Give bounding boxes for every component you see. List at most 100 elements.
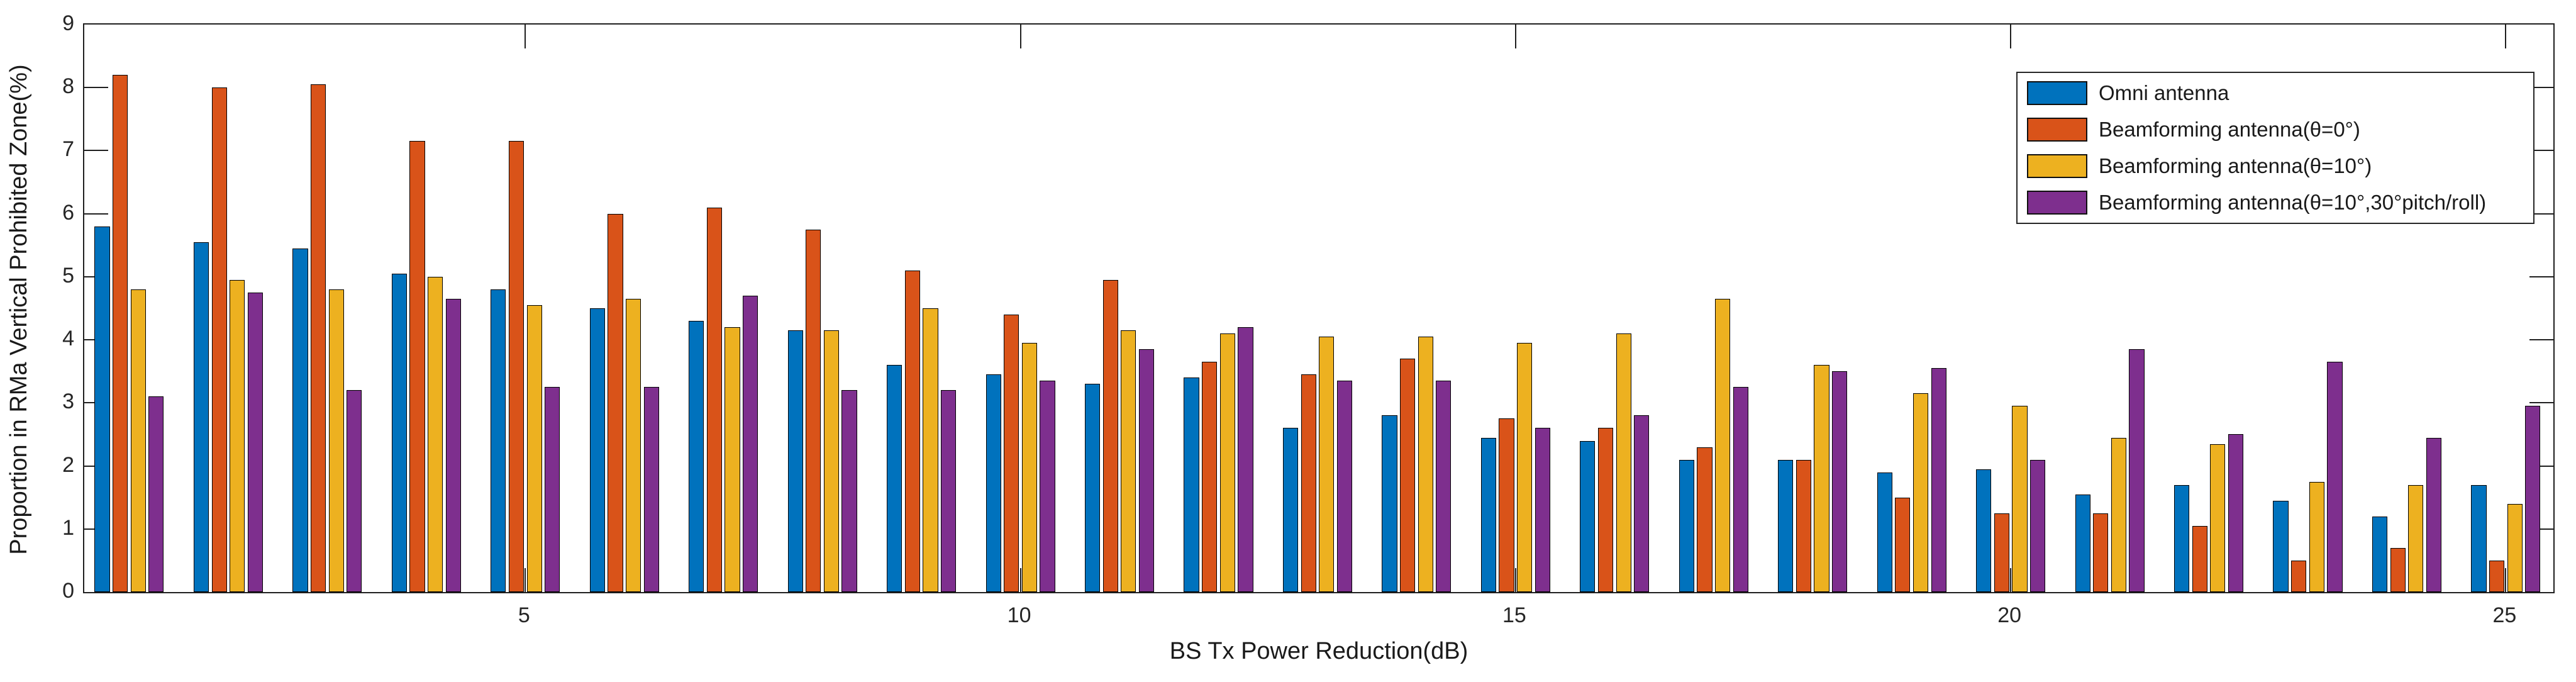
bar-s2-x22 [2192, 525, 2207, 592]
bar-s4-x24 [2426, 437, 2441, 592]
y-tick-label: 5 [62, 263, 74, 288]
bar-s4-x15 [1535, 428, 1550, 592]
legend-label: Beamforming antenna(θ=10°,30°pitch/roll) [2099, 191, 2487, 214]
x-tick-mark-top [1515, 25, 1516, 48]
bar-s3-x3 [328, 289, 344, 592]
bar-s4-x25 [2525, 406, 2541, 592]
bar-s1-x4 [391, 273, 408, 592]
bar-s4-x5 [545, 387, 560, 592]
bar-s2-x25 [2489, 560, 2505, 592]
x-tick-mark [525, 568, 526, 592]
bar-s4-x21 [2129, 349, 2145, 592]
bar-s3-x21 [2111, 437, 2126, 592]
bar-s2-x17 [1697, 447, 1713, 592]
bar-s2-x8 [806, 229, 821, 592]
bar-s1-x13 [1282, 428, 1299, 592]
bar-s4-x6 [643, 387, 659, 592]
bar-s1-x8 [787, 330, 803, 592]
bar-s3-x20 [2012, 406, 2028, 592]
bar-s4-x18 [1832, 371, 1848, 592]
legend-item-3: Beamforming antenna(θ=10°) [2018, 148, 2533, 184]
y-tick-label: 3 [62, 389, 74, 414]
x-tick-mark [1020, 568, 1021, 592]
bar-s4-x10 [1040, 381, 1055, 592]
x-tick-mark-top [525, 25, 526, 48]
bar-s3-x5 [526, 305, 542, 592]
y-tick-label: 8 [62, 74, 74, 99]
x-tick-mark [2010, 568, 2011, 592]
bar-s4-x16 [1634, 415, 1650, 592]
bar-s2-x20 [1994, 513, 2009, 592]
bar-s2-x7 [706, 207, 722, 592]
x-tick-label: 20 [1997, 603, 2022, 627]
bar-s3-x16 [1616, 333, 1631, 592]
bar-s2-x11 [1102, 279, 1118, 592]
bar-s4-x20 [2029, 459, 2046, 592]
y-tick-label: 0 [62, 579, 74, 603]
bar-s3-x10 [1021, 343, 1037, 592]
bar-s2-x6 [608, 213, 623, 592]
bar-s3-x18 [1814, 365, 1829, 592]
legend-item-4: Beamforming antenna(θ=10°,30°pitch/roll) [2018, 184, 2533, 221]
bar-s1-x18 [1778, 459, 1794, 592]
bar-s2-x18 [1796, 459, 1812, 592]
y-tick-mark-right [2529, 466, 2553, 467]
bar-s4-x4 [445, 299, 461, 592]
y-tick-mark-right [2529, 150, 2553, 151]
bar-s1-x25 [2471, 484, 2487, 592]
bar-s1-x6 [589, 308, 605, 592]
bar-s2-x23 [2291, 560, 2307, 592]
y-tick-mark-right [2529, 339, 2553, 340]
bar-s4-x19 [1931, 368, 1946, 592]
legend-swatch [2027, 191, 2087, 215]
bar-s4-x14 [1436, 381, 1452, 592]
legend-item-1: Omni antenna [2018, 75, 2533, 111]
bar-s2-x5 [508, 141, 525, 592]
bar-s1-x12 [1184, 377, 1199, 592]
y-tick-mark [84, 213, 108, 215]
legend-label: Beamforming antenna(θ=0°) [2099, 118, 2360, 141]
bar-s2-x16 [1597, 428, 1614, 592]
bar-s1-x3 [292, 248, 308, 592]
bar-s4-x8 [841, 390, 857, 592]
y-tick-label: 2 [62, 452, 74, 477]
x-tick-label: 5 [518, 603, 530, 627]
bar-s1-x19 [1877, 472, 1892, 592]
bar-s4-x22 [2228, 434, 2244, 592]
y-tick-label: 6 [62, 200, 74, 225]
bar-s2-x21 [2093, 513, 2109, 592]
bar-s3-x12 [1219, 333, 1235, 592]
y-tick-mark-right [2529, 213, 2553, 215]
bar-s4-x12 [1238, 327, 1253, 592]
bar-s1-x24 [2372, 516, 2388, 592]
bar-s2-x1 [113, 75, 128, 592]
bar-s2-x3 [310, 84, 326, 592]
bar-s4-x23 [2327, 362, 2343, 592]
bar-s2-x13 [1301, 374, 1316, 592]
x-tick-label: 15 [1502, 603, 1526, 627]
bar-s3-x13 [1319, 337, 1335, 592]
bar-s3-x23 [2309, 481, 2324, 592]
bar-s1-x20 [1976, 469, 1992, 592]
bar-s2-x10 [1004, 315, 1019, 592]
bar-s1-x7 [689, 321, 704, 592]
bar-s1-x17 [1679, 459, 1694, 592]
x-tick-label: 25 [2492, 603, 2517, 627]
bar-s3-x15 [1517, 343, 1533, 592]
bar-s1-x5 [491, 289, 506, 592]
x-axis-label: BS Tx Power Reduction(dB) [1169, 638, 1468, 664]
bar-s1-x15 [1480, 437, 1497, 592]
bar-s3-x2 [230, 279, 245, 592]
bar-s3-x25 [2507, 503, 2523, 592]
y-axis-label: Proportion in RMa Vertical Prohibited Zo… [6, 64, 32, 555]
bar-s2-x2 [211, 87, 227, 592]
bar-s2-x9 [904, 270, 920, 592]
y-tick-mark-right [2529, 276, 2553, 277]
bar-s4-x2 [247, 292, 263, 592]
bar-s3-x1 [130, 289, 146, 592]
bar-s1-x10 [985, 374, 1001, 592]
legend-swatch [2027, 81, 2087, 105]
bar-s3-x8 [823, 330, 840, 592]
bar-s4-x9 [940, 390, 957, 592]
